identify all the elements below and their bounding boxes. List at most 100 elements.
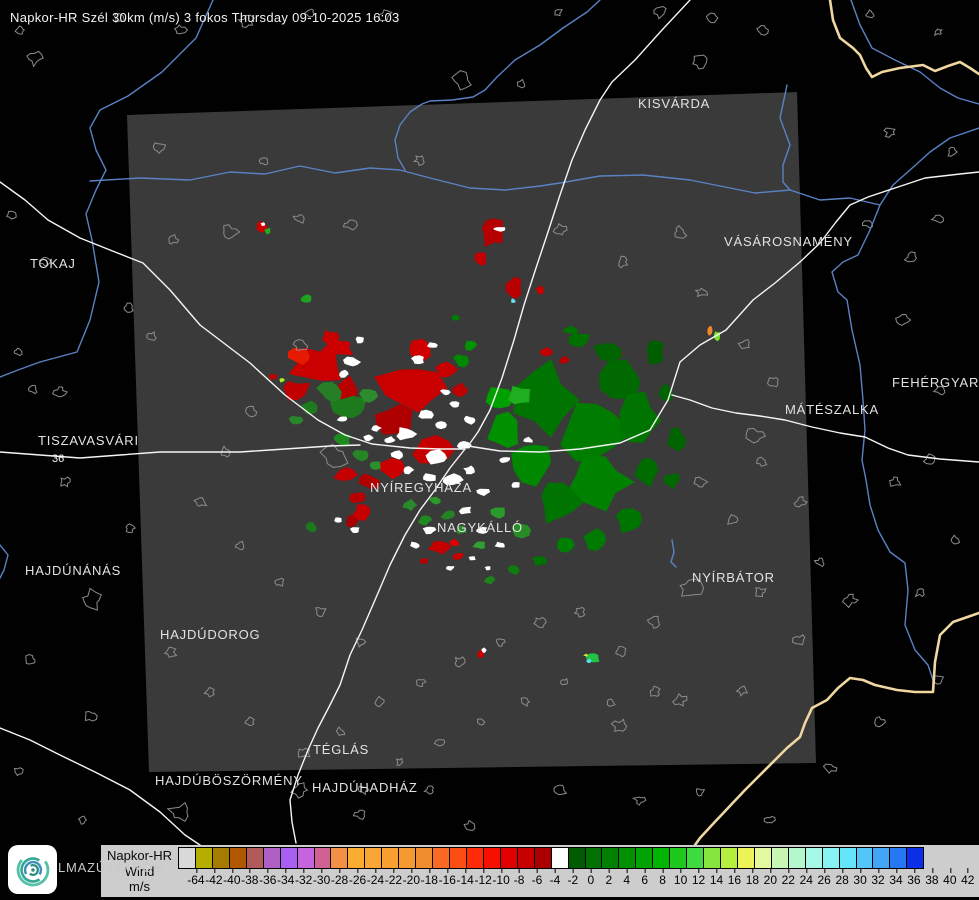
settlement-outline <box>791 634 806 646</box>
road-path <box>467 0 691 447</box>
legend-tick-label: -26 <box>348 868 367 887</box>
legend-color-box <box>465 847 484 869</box>
settlement-outline <box>168 234 180 245</box>
radar-echo <box>458 506 472 515</box>
settlement-outline <box>173 24 189 35</box>
settlement-outline <box>727 513 739 525</box>
settlement-outline <box>653 5 667 20</box>
settlement-outline <box>433 739 446 747</box>
legend-text-column: Napkor-HR Wind m/s <box>101 848 178 895</box>
radar-echo <box>463 465 475 475</box>
radar-echo <box>403 466 415 475</box>
city-label-balmazujvaros: BALMAZÚJVÁROS <box>39 860 163 875</box>
legend-tick-label: -18 <box>420 868 438 887</box>
city-label: TISZAVASVÁRI <box>38 433 139 448</box>
legend-tick-label: -14 <box>456 868 474 887</box>
radar-echo <box>463 415 476 425</box>
settlement-outline <box>60 476 71 488</box>
legend-color-box <box>296 847 315 869</box>
radar-echo <box>316 381 342 403</box>
radar-echo <box>329 395 366 419</box>
legend-parameter-label: Wind <box>124 863 155 879</box>
radar-echo <box>451 314 461 321</box>
legend-tick-label: -30 <box>312 868 331 887</box>
settlement-outline <box>82 587 102 611</box>
radar-echo <box>598 359 641 400</box>
settlement-outline <box>766 377 779 388</box>
radar-echo <box>363 434 374 442</box>
settlement-outline <box>606 698 616 707</box>
radar-echo <box>422 526 437 535</box>
river-path <box>831 204 934 693</box>
settlement-outline <box>552 222 568 236</box>
legend-color-box <box>432 847 450 869</box>
radar-echo <box>423 473 436 482</box>
legend-color-box <box>889 847 908 869</box>
settlement-outline <box>258 157 269 166</box>
settlement-outline <box>932 385 946 396</box>
settlement-outline <box>152 142 167 154</box>
settlement-outline <box>352 809 366 820</box>
settlement-outline <box>520 697 531 707</box>
settlement-outline <box>423 785 434 795</box>
radar-echo <box>663 473 680 490</box>
settlement-outline <box>319 443 349 468</box>
legend-color-box <box>584 847 603 869</box>
settlement-outline <box>674 224 688 239</box>
legend-color-box <box>449 847 467 869</box>
settlement-outline <box>649 685 661 697</box>
settlement-outline <box>335 726 346 737</box>
legend-tick-label: 28 <box>835 868 849 887</box>
city-label: KISVÁRDA <box>638 96 710 111</box>
legend-scale <box>178 847 925 869</box>
settlement-outline <box>813 557 825 568</box>
settlement-outline <box>874 716 887 728</box>
radar-echo <box>559 355 570 364</box>
city-label: NYÍREGYHÁZA <box>370 480 472 495</box>
river-path <box>879 127 979 206</box>
settlement-outline <box>671 692 688 707</box>
legend-tick-label: 32 <box>871 868 885 887</box>
radar-echo <box>476 488 491 496</box>
legend-color-box <box>770 847 789 869</box>
river-path <box>394 0 601 171</box>
legend-tick-label: -6 <box>531 868 543 887</box>
legend-color-box <box>381 847 400 869</box>
motorway-path <box>693 611 979 847</box>
radar-echo <box>369 461 381 470</box>
legend-tick-label: -24 <box>366 868 385 887</box>
spiral-logo-icon <box>16 853 49 886</box>
legend-color-box <box>178 847 196 869</box>
legend-unit-label: m/s <box>129 879 150 894</box>
legend-tick-label: 12 <box>691 868 706 887</box>
radar-echo <box>417 515 433 526</box>
radar-echo <box>402 498 418 512</box>
city-label: VÁSÁROSNAMÉNY <box>724 234 853 249</box>
road-path <box>0 727 201 846</box>
legend-color-box <box>550 847 569 869</box>
legend-tick-label: -64 <box>187 868 205 887</box>
settlement-outline <box>245 405 258 418</box>
legend-color-box <box>194 847 213 869</box>
radar-echo <box>499 457 511 463</box>
legend-tick-label: -36 <box>259 868 277 887</box>
legend-tick-label: -12 <box>474 868 492 887</box>
legend-tick-label: -2 <box>567 868 579 887</box>
radar-echo <box>586 658 592 664</box>
legend-tick-label: 18 <box>745 868 760 887</box>
settlement-outline <box>314 607 327 617</box>
radar-echo <box>475 526 488 534</box>
settlement-outline <box>5 210 17 220</box>
radar-echo <box>440 510 456 520</box>
legend-color-box <box>499 847 518 869</box>
radar-echo <box>474 252 486 267</box>
legend-tick-label: -32 <box>294 868 313 887</box>
radar-echo <box>336 416 348 422</box>
radar-echo <box>269 374 277 381</box>
settlement-outline <box>692 54 708 70</box>
settlement-outline <box>223 224 241 240</box>
settlement-outline <box>822 763 838 774</box>
settlement-outline <box>610 718 628 732</box>
settlement-outline <box>374 695 385 708</box>
radar-echo <box>449 401 460 408</box>
